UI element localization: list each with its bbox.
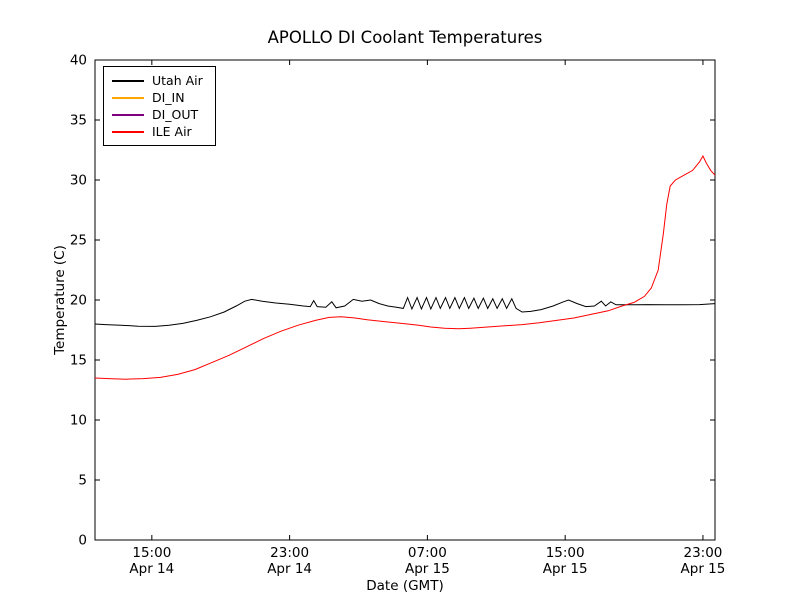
legend-entry: DI_OUT <box>112 106 203 123</box>
x-tick-label-time: 07:00 <box>408 545 447 561</box>
x-tick-label-date: Apr 15 <box>681 561 726 577</box>
y-tick-label: 30 <box>70 173 87 189</box>
legend-label: ILE Air <box>152 124 192 139</box>
y-tick-label: 0 <box>78 533 87 549</box>
y-axis-label: Temperature (C) <box>52 245 68 355</box>
x-tick-label-date: Apr 15 <box>405 561 450 577</box>
y-tick-label: 40 <box>70 53 87 69</box>
legend-label: Utah Air <box>152 73 203 88</box>
x-tick-label-time: 15:00 <box>546 545 585 561</box>
series-line-ile-air <box>94 154 716 380</box>
x-tick-label-time: 15:00 <box>132 545 171 561</box>
y-tick-label: 25 <box>70 233 87 249</box>
chart-title: APOLLO DI Coolant Temperatures <box>267 28 543 47</box>
y-tick-label: 15 <box>70 353 87 369</box>
legend-line-sample <box>112 113 144 116</box>
y-tick-label: 35 <box>70 113 87 129</box>
x-tick-label-date: Apr 14 <box>129 561 174 577</box>
legend-line-sample <box>112 96 144 99</box>
legend-entry: Utah Air <box>112 72 203 89</box>
legend: Utah Air DI_IN DI_OUT ILE Air <box>103 66 216 146</box>
x-tick-label-time: 23:00 <box>683 545 722 561</box>
y-tick-label: 20 <box>70 293 87 309</box>
x-tick-label-time: 23:00 <box>270 545 309 561</box>
x-tick-label-date: Apr 14 <box>267 561 312 577</box>
legend-entry: DI_IN <box>112 89 203 106</box>
legend-line-sample <box>112 130 144 133</box>
y-tick-label: 5 <box>78 473 87 489</box>
series-line-utah-air <box>94 296 716 327</box>
legend-label: DI_OUT <box>152 107 199 122</box>
legend-line-sample <box>112 79 144 82</box>
x-axis-label: Date (GMT) <box>366 578 444 594</box>
y-tick-label: 10 <box>70 413 87 429</box>
legend-label: DI_IN <box>152 90 185 105</box>
legend-entry: ILE Air <box>112 123 203 140</box>
x-tick-label-date: Apr 15 <box>543 561 588 577</box>
